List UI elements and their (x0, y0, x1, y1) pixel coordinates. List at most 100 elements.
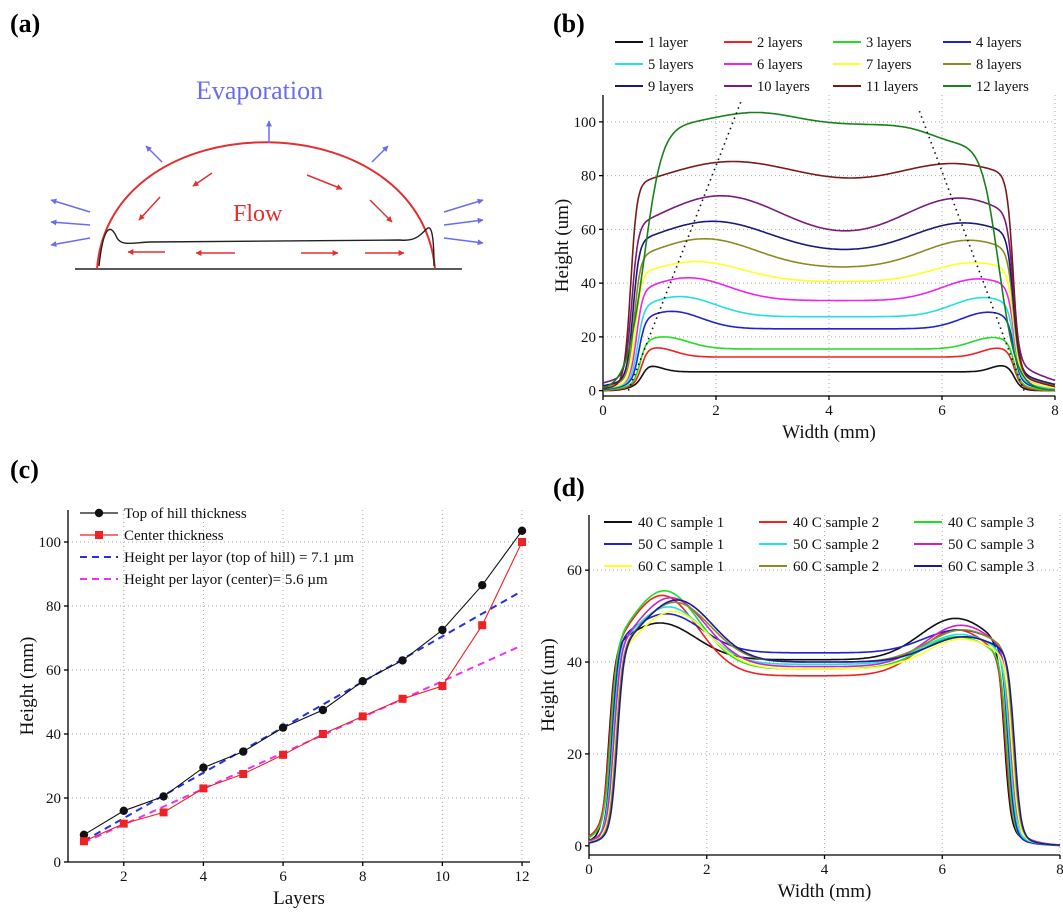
legend-label: 40 C sample 3 (948, 515, 1034, 531)
legend-label: 1 layer (648, 35, 688, 51)
point-top-of-hill (119, 806, 128, 815)
x-tick-label: 4 (821, 862, 829, 878)
x-tick-label: 2 (712, 403, 720, 419)
legend-label: 50 C sample 1 (638, 537, 724, 553)
point-center (279, 750, 288, 759)
legend-marker (94, 508, 104, 518)
point-top-of-hill (278, 723, 288, 732)
x-tick-label: 2 (120, 869, 128, 885)
legend-label: 2 layers (757, 35, 803, 51)
line-series-10 (602, 195, 1056, 384)
legend-label: 4 layers (976, 35, 1022, 51)
chart-b: 0 20 40 60 80 100 0 2 4 6 8 Width (mm) Height (um) 1 … (552, 35, 1059, 443)
line-series-5 (602, 295, 1056, 390)
point-top-of-hill (79, 830, 89, 839)
line-series-6 (602, 277, 1056, 389)
x-tick-label: 0 (599, 403, 607, 419)
legend-label: 60 C sample 1 (638, 559, 724, 575)
point-center (159, 808, 168, 817)
point-top-of-hill (438, 625, 447, 635)
x-tick-label: 6 (279, 869, 287, 885)
point-center (398, 694, 407, 703)
point-center (358, 712, 367, 721)
legend-marker (95, 531, 103, 539)
y-axis-title: Height (um) (552, 199, 573, 292)
legend-label: 11 layers (866, 79, 919, 95)
point-top-of-hill (478, 581, 487, 590)
line-series-12 (602, 111, 1056, 391)
x-axis-title: Width (mm) (778, 881, 872, 902)
legend-label: Height per layor (top of hill) = 7.1 µm (124, 550, 354, 566)
x-tick-label: 8 (1056, 862, 1063, 878)
y-tick-label: 20 (581, 330, 596, 346)
line-top-of-hill-thickness (83, 530, 523, 836)
y-tick-label: 100 (574, 115, 597, 131)
point-top-of-hill (318, 705, 328, 715)
flow-arrows (127, 172, 405, 256)
line-center-thickness (83, 541, 523, 842)
x-tick-label: 8 (1051, 403, 1059, 419)
y-tick-label: 60 (46, 663, 61, 679)
point-top-of-hill (358, 677, 367, 686)
y-tick-label: 20 (567, 747, 582, 763)
point-center (518, 538, 527, 546)
y-tick-label: 40 (46, 727, 61, 743)
point-center (79, 837, 88, 846)
x-tick-label: 4 (825, 403, 833, 419)
flow-label: Flow (233, 201, 283, 227)
y-tick-label: 0 (589, 384, 597, 400)
legend-label: 50 C sample 2 (793, 537, 879, 553)
legend-label: Top of hill thickness (124, 506, 247, 522)
legend-label: 60 C sample 3 (948, 559, 1034, 575)
legend-label: 3 layers (866, 35, 912, 51)
y-tick-label: 80 (581, 169, 596, 185)
panel-label-c: (c) (10, 455, 39, 484)
dried-film-profile (98, 227, 435, 267)
y-tick-label: 20 (46, 791, 61, 807)
x-tick-label: 0 (585, 862, 593, 878)
x-tick-label: 2 (703, 862, 711, 878)
legend-label: 12 layers (976, 79, 1029, 95)
point-center (478, 621, 487, 630)
point-center (199, 784, 208, 793)
x-tick-label: 4 (200, 869, 208, 885)
legend-label: 40 C sample 2 (793, 515, 879, 531)
panel-label-b: (b) (553, 9, 585, 38)
x-tick-label: 8 (359, 869, 367, 885)
y-tick-label: 60 (581, 222, 596, 238)
y-tick-label: 80 (46, 599, 61, 615)
point-top-of-hill (159, 792, 168, 801)
rim-peak-guide-left (627, 100, 743, 391)
legend-label: 8 layers (976, 57, 1022, 73)
panel-label-a: (a) (10, 9, 40, 38)
x-tick-label: 12 (515, 869, 530, 885)
line-series-1 (603, 365, 1055, 392)
rim-peak-guide-right (918, 110, 1025, 391)
chart-c: 0 20 40 60 80 100 2 4 6 8 10 12 Layers Height (mm) Top… (17, 506, 530, 909)
legend-label: 60 C sample 2 (793, 559, 879, 575)
legend-label: 6 layers (757, 57, 803, 73)
line-series-2 (603, 347, 1055, 392)
legend-label: 5 layers (648, 57, 694, 73)
point-center (318, 730, 327, 738)
point-top-of-hill (199, 763, 208, 772)
line-series-9 (602, 220, 1056, 387)
point-top-of-hill (517, 526, 527, 535)
legend-label: 10 layers (757, 79, 810, 95)
point-center (239, 770, 248, 778)
point-top-of-hill (398, 656, 407, 665)
droplet-outline (96, 141, 436, 270)
line-series-9 (588, 599, 1061, 846)
y-tick-label: 100 (39, 535, 62, 551)
line-series-6 (588, 596, 1061, 846)
x-axis-title: Layers (273, 888, 325, 909)
legend-label: 9 layers (648, 79, 694, 95)
evaporation-arrows (50, 120, 484, 247)
point-top-of-hill (239, 747, 248, 756)
legend-label: Center thickness (124, 528, 224, 544)
panel-label-d: (d) (553, 473, 585, 502)
chart-d: 0 20 40 60 0 2 4 6 8 Width (mm) Height (um) 40 C sa… (538, 515, 1063, 902)
legend-label: Height per layor (center)= 5.6 µm (124, 572, 328, 588)
line-series-1 (588, 617, 1061, 847)
